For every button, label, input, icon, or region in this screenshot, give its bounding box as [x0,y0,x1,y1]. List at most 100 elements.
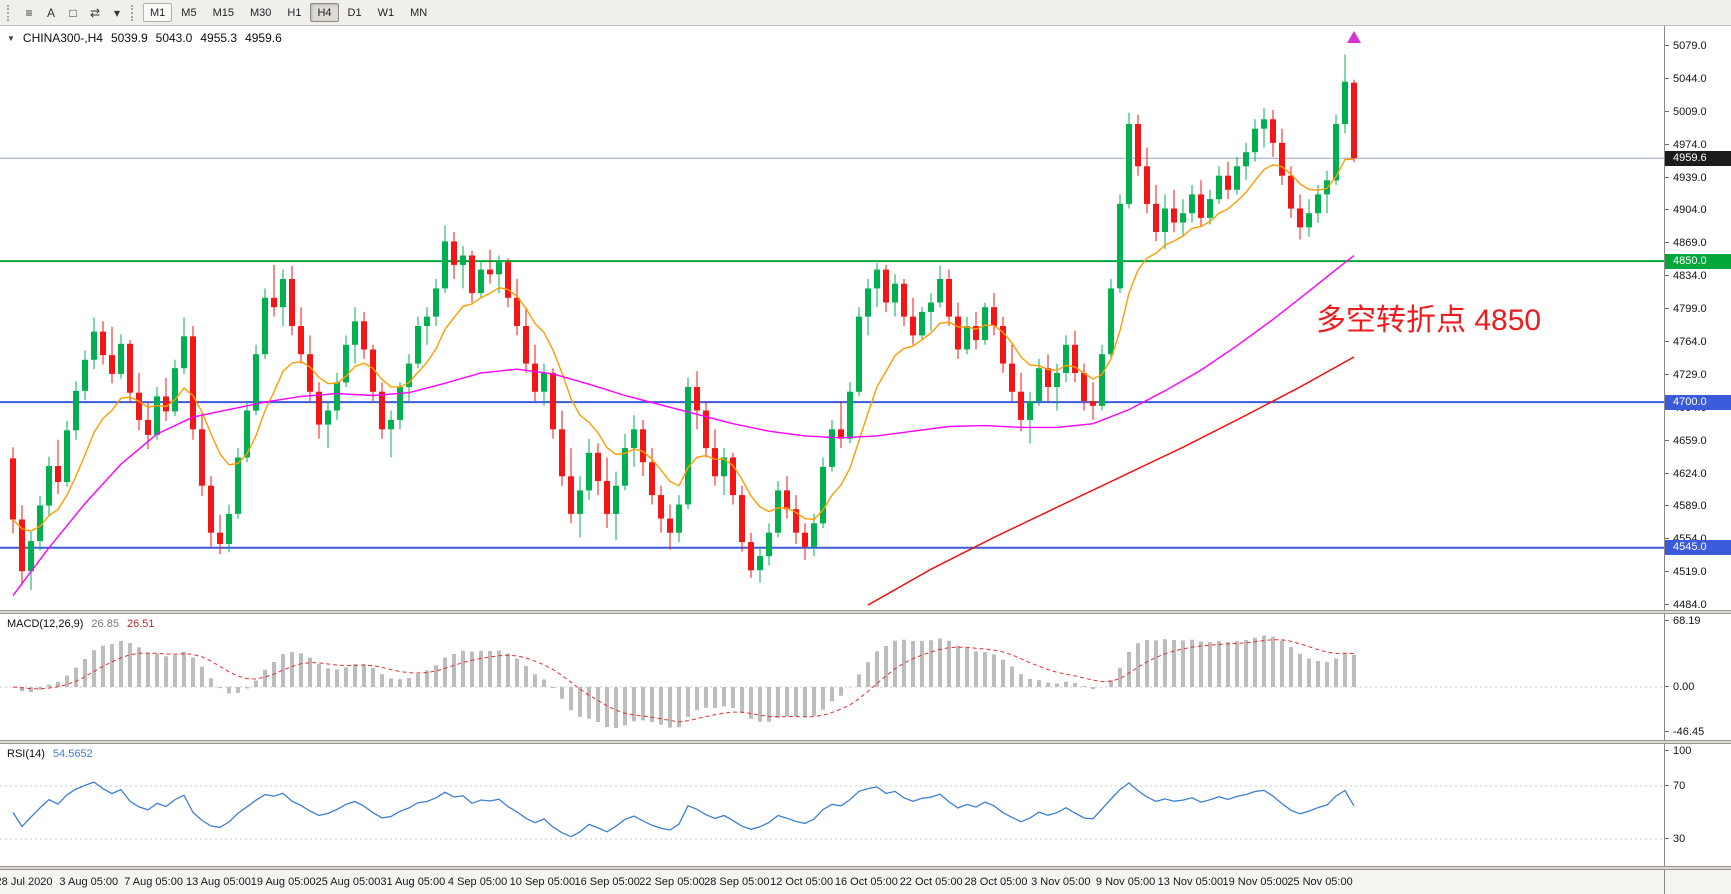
ohlc-open: 5039.9 [110,31,148,45]
rsi-axis[interactable]: 100 70 30 [1664,744,1731,866]
time-axis-label: 22 Oct 05:00 [899,876,963,888]
price-axis-label: 4764.0 [1665,336,1731,348]
price-axis-label: 4869.0 [1665,237,1731,249]
ma-orange-line [12,158,1355,532]
symbol-ohlc-header: ▼ CHINA300-,H4 5039.9 5043.0 4955.3 4959… [7,31,282,45]
pane-divider[interactable] [0,866,1731,870]
expander-triangle-icon[interactable]: ▼ [7,33,15,43]
axis-tick [1665,143,1669,145]
time-axis-label: 28 Sep 05:00 [704,876,770,888]
timeframe-button-w1[interactable]: W1 [371,3,402,22]
time-axis-label: 25 Nov 05:00 [1287,876,1353,888]
timeframe-button-mn[interactable]: MN [403,3,434,22]
time-axis-label: 19 Nov 05:00 [1222,876,1288,888]
axis-tick [1665,838,1669,839]
macd-histogram [20,635,1356,729]
ma-magenta-line [12,254,1355,597]
price-axis-label: 5009.0 [1665,106,1731,118]
timeframe-toolbar-drag-handle[interactable] [131,4,135,21]
macd-chart[interactable] [0,614,1664,740]
axis-tick [1665,604,1669,605]
timeframe-button-m5[interactable]: M5 [174,3,203,22]
macd-axis[interactable]: 68.19 0.00 -46.45 [1664,614,1731,740]
axis-tick [1665,176,1669,178]
rsi-label: RSI(14) 54.5652 [7,748,93,760]
axis-tick [1665,571,1669,573]
axis-tick [1665,620,1669,621]
rsi-title: RSI(14) [7,748,45,760]
macd-signal-value: 26.51 [126,618,155,630]
time-axis-label: 12 Oct 05:00 [770,876,834,888]
axis-tick [1665,209,1669,211]
rsi-chart[interactable] [0,744,1664,866]
price-axis-label: 4729.0 [1665,369,1731,381]
annotation-text: 多空转折点 4850 [1316,304,1542,337]
toolbar-drag-handle[interactable] [7,4,11,21]
rsi-value: 54.5652 [52,748,93,760]
axis-tick [1665,785,1669,786]
price-axis-label: 5079.0 [1665,40,1731,52]
price-tag-4850.0: 4850.0 [1665,253,1731,269]
ma-red-line [867,356,1355,606]
candles [10,54,1357,590]
timeframe-button-h4[interactable]: H4 [310,3,339,22]
axis-tick [1665,439,1669,441]
price-axis[interactable]: 5079.0 5044.0 5009.0 4974.0 4939.0 4904.0 4869… [1664,26,1731,611]
timeframe-button-h1[interactable]: H1 [280,3,308,22]
timeframe-button-m15[interactable]: M15 [206,3,241,22]
time-axis-label: 25 Aug 05:00 [315,876,381,888]
timeframe-button-m1[interactable]: M1 [143,3,173,22]
macd-title: MACD(12,26,9) [7,618,84,630]
pane-divider[interactable] [0,610,1731,614]
time-axis[interactable]: 28 Jul 2020 3 Aug 05:00 7 Aug 05:00 13 Aug … [0,870,1731,894]
time-axis-label: 28 Oct 05:00 [964,876,1028,888]
macd-main-value: 26.85 [91,618,119,630]
axis-tick [1665,373,1669,375]
price-axis-label: 4834.0 [1665,270,1731,282]
caret-down-icon[interactable]: ▾ [106,3,128,23]
macd-axis-label: 68.19 [1665,615,1731,627]
macd-signal-line [12,639,1355,723]
text-tool-icon[interactable]: A [40,3,62,23]
time-axis-label: 7 Aug 05:00 [124,876,183,888]
axis-tick [1665,505,1669,507]
macd-pane: MACD(12,26,9) 26.85 26.51 68.19 0.00 -46.4… [0,614,1731,740]
price-tag-4959.6: 4959.6 [1665,150,1731,166]
rsi-pane: RSI(14) 54.5652 100 70 30 [0,744,1731,866]
time-axis-label: 9 Nov 05:00 [1095,876,1156,888]
axis-tick [1665,731,1669,732]
box-tool-icon[interactable]: □ [62,3,84,23]
ohlc-low: 4955.3 [200,31,238,45]
pane-divider[interactable] [0,740,1731,744]
rsi-axis-label: 100 [1665,745,1731,757]
axis-tick [1665,45,1669,46]
candlestick-chart[interactable] [0,26,1664,610]
time-axis-label: 4 Sep 05:00 [447,876,508,888]
time-axis-corner [1664,870,1731,894]
price-tag-4545.0: 4545.0 [1665,540,1731,556]
axis-tick [1665,686,1669,687]
time-axis-label: 3 Nov 05:00 [1031,876,1091,888]
price-axis-label: 4484.0 [1665,599,1731,611]
tools-group: ≡ A □ ⇄ ▾ [18,3,128,23]
main-chart-pane: ▼ CHINA300-,H4 5039.9 5043.0 4955.3 4959… [0,26,1731,611]
macd-axis-label: 0.00 [1665,681,1731,693]
time-axis-label: 16 Oct 05:00 [834,876,898,888]
time-axis-label: 31 Aug 05:00 [380,876,446,888]
price-axis-label: 4519.0 [1665,566,1731,578]
axis-tick [1665,77,1669,79]
shift-arrows-icon[interactable]: ⇄ [84,3,106,23]
menu-lines-icon[interactable]: ≡ [18,3,40,23]
time-axis-label: 19 Aug 05:00 [250,876,316,888]
axis-tick [1665,340,1669,342]
axis-tick [1665,750,1669,751]
time-axis-label: 22 Sep 05:00 [639,876,705,888]
axis-tick [1665,538,1669,540]
rsi-axis-label: 30 [1665,833,1731,845]
symbol-name: CHINA300-,H4 [22,31,103,45]
price-axis-label: 4974.0 [1665,139,1731,151]
price-axis-label: 5044.0 [1665,73,1731,85]
timeframe-button-d1[interactable]: D1 [341,3,369,22]
macd-label: MACD(12,26,9) 26.85 26.51 [7,618,154,630]
timeframe-button-m30[interactable]: M30 [243,3,278,22]
